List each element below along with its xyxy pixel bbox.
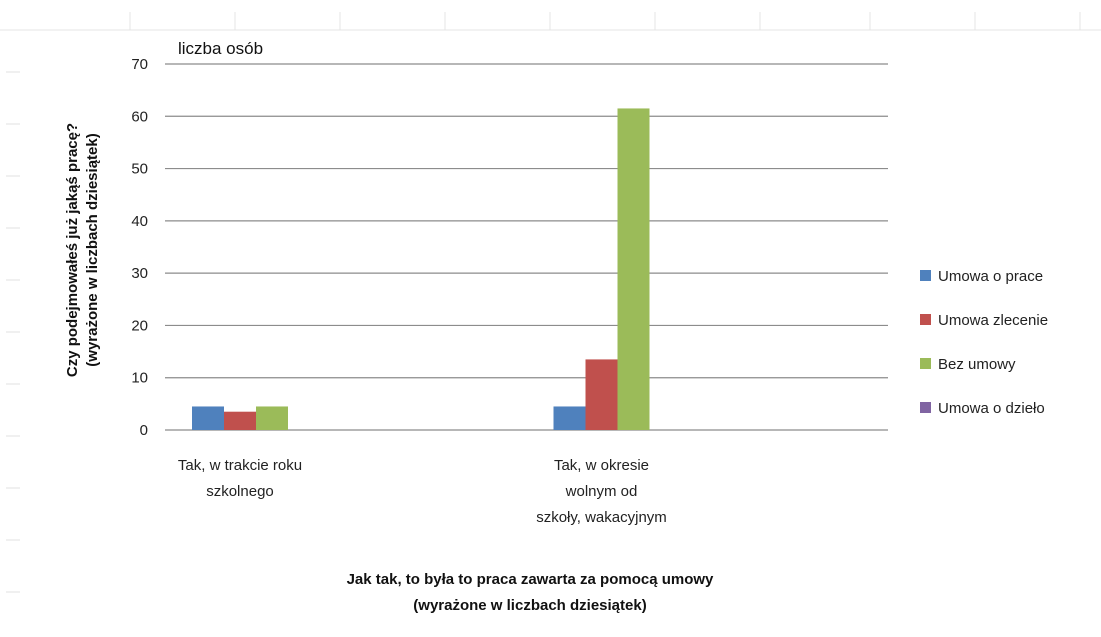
legend-label: Umowa o dzieło <box>938 400 1045 417</box>
x-category-label: szkolnego <box>206 483 274 500</box>
bar-bez-umowy <box>256 406 288 430</box>
bar-umowa-o-prace <box>192 406 224 430</box>
y-tick-labels: 0 10 20 30 40 50 60 70 <box>131 56 148 439</box>
y-tick-label: 30 <box>131 265 148 282</box>
y-tick-label: 20 <box>131 317 148 334</box>
legend-label: Umowa zlecenie <box>938 312 1048 329</box>
unit-label: liczba osób <box>178 39 263 58</box>
bar-bez-umowy <box>617 108 650 430</box>
legend-swatch <box>920 270 931 281</box>
legend-label: Umowa o prace <box>938 268 1043 285</box>
legend: Umowa o prace Umowa zlecenie Bez umowy Umow… <box>920 268 1048 417</box>
legend-label: Bez umowy <box>938 356 1016 373</box>
x-axis-title: Jak tak, to była to praca zawarta za pom… <box>347 571 714 614</box>
x-category-label: Tak, w trakcie roku <box>178 457 302 474</box>
legend-swatch <box>920 358 931 369</box>
bars <box>192 108 650 430</box>
x-category-labels: Tak, w trakcie roku szkolnego Tak, w okres… <box>178 457 667 526</box>
bar-umowa-o-prace <box>553 406 586 430</box>
bar-umowa-zlecenie <box>224 411 256 430</box>
x-axis-title-line: (wyrażone w liczbach dziesiątek) <box>413 597 646 614</box>
bar-umowa-zlecenie <box>585 359 618 430</box>
x-category-label: wolnym od <box>565 483 638 500</box>
y-axis-title-line: Czy podejmowałeś już jakąś pracę? <box>64 123 81 377</box>
x-category-label: Tak, w okresie <box>554 457 649 474</box>
y-tick-label: 0 <box>140 422 148 439</box>
gridlines <box>165 63 888 431</box>
y-tick-label: 40 <box>131 213 148 230</box>
legend-swatch <box>920 314 931 325</box>
spreadsheet-grid <box>0 12 1101 593</box>
y-tick-label: 10 <box>131 370 148 387</box>
y-tick-label: 70 <box>131 56 148 73</box>
y-tick-label: 50 <box>131 161 148 178</box>
y-axis-title: Czy podejmowałeś już jakąś pracę? (wyrażo… <box>64 123 101 377</box>
x-category-label: szkoły, wakacyjnym <box>536 509 667 526</box>
x-axis-title-line: Jak tak, to była to praca zawarta za pom… <box>347 571 714 588</box>
y-tick-label: 60 <box>131 108 148 125</box>
legend-swatch <box>920 402 931 413</box>
y-axis-title-line: (wyrażone w liczbach dziesiątek) <box>84 133 101 366</box>
